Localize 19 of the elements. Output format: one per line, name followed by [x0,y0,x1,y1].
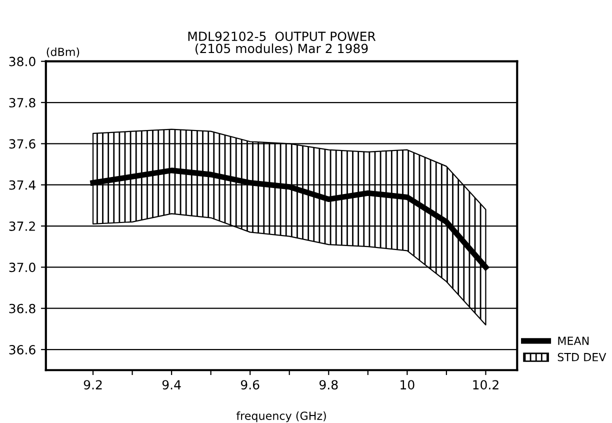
y-tick-label: 37.4 [9,180,36,190]
y-axis-title: (dBm) [46,47,80,58]
y-tick-label: 37.0 [9,262,36,272]
x-tick-label: 10.2 [473,380,498,390]
y-tick-label: 36.8 [9,304,36,314]
legend-label: MEAN [558,336,589,345]
x-tick-label: 9.4 [162,380,181,390]
x-tick-label: 9.8 [319,380,338,390]
y-tick-label: 37.8 [9,98,36,108]
x-tick-label: 9.6 [240,380,260,390]
x-tick-label: 9.2 [84,380,102,390]
y-tick-label: 37.6 [9,139,36,149]
y-tick-label: 36.6 [9,345,36,354]
y-tick-label: 38.0 [9,56,36,66]
chart-title: MDL92102-5 OUTPUT POWER (2105 modules) Mar 2 1989 [188,32,376,55]
x-tick-label: 10 [400,380,414,390]
text: STD DEV [558,352,606,362]
y-tick-label: 37.2 [9,221,35,231]
x-axis-title: frequency (GHz) [236,411,326,422]
